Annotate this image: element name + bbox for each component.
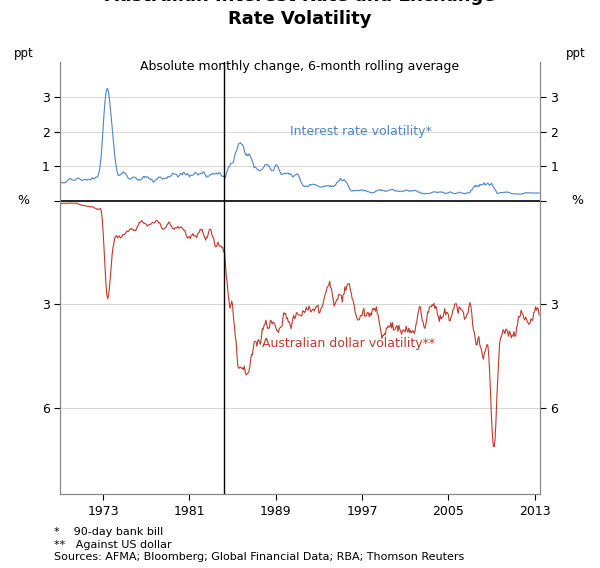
Text: **   Against US dollar: ** Against US dollar	[54, 540, 172, 550]
Text: ppt: ppt	[14, 47, 34, 60]
Text: %: %	[17, 194, 29, 207]
Text: *    90-day bank bill: * 90-day bank bill	[54, 527, 163, 537]
Text: ppt: ppt	[566, 47, 586, 60]
Text: Australian dollar volatility**: Australian dollar volatility**	[262, 337, 435, 349]
Title: Australian Interest Rate and Exchange
Rate Volatility: Australian Interest Rate and Exchange Ra…	[105, 0, 495, 28]
Text: Interest rate volatility*: Interest rate volatility*	[290, 125, 432, 138]
Text: Sources: AFMA; Bloomberg; Global Financial Data; RBA; Thomson Reuters: Sources: AFMA; Bloomberg; Global Financi…	[54, 552, 464, 562]
Text: %: %	[571, 194, 583, 207]
Text: Absolute monthly change, 6-month rolling average: Absolute monthly change, 6-month rolling…	[140, 60, 460, 73]
